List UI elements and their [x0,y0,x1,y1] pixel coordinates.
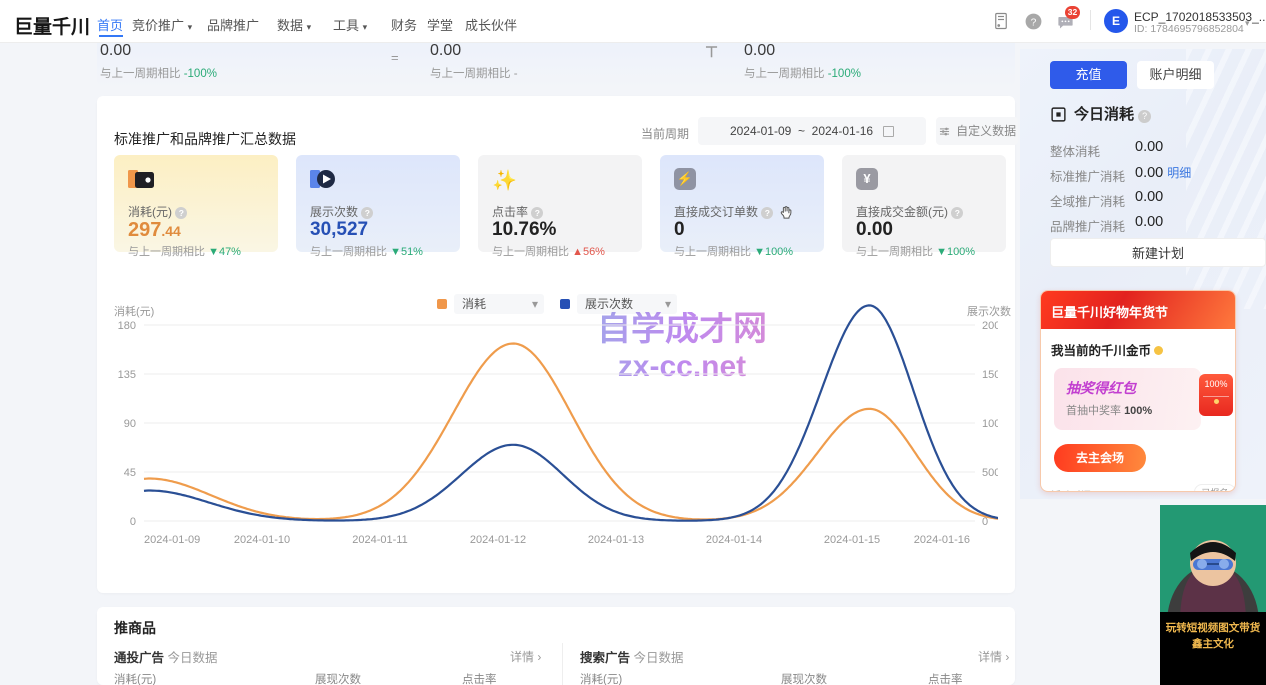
svg-text:2024-01-16: 2024-01-16 [914,534,970,546]
svg-text:2024-01-14: 2024-01-14 [706,534,762,546]
svg-text:180: 180 [118,320,136,332]
svg-text:10000: 10000 [982,418,998,430]
svg-text:2024-01-12: 2024-01-12 [470,534,526,546]
svg-text:15000: 15000 [982,369,998,381]
svg-text:20000: 20000 [982,320,998,332]
svg-text:2024-01-10: 2024-01-10 [234,534,290,546]
svg-text:?: ? [1031,17,1037,28]
svg-text:2024-01-15: 2024-01-15 [824,534,880,546]
svg-text:2024-01-13: 2024-01-13 [588,534,644,546]
svg-text:45: 45 [124,467,136,479]
svg-text:0: 0 [130,516,136,528]
svg-text:2024-01-11: 2024-01-11 [352,534,407,546]
svg-text:2024-01-09: 2024-01-09 [144,534,200,546]
svg-text:135: 135 [118,369,136,381]
svg-text:90: 90 [124,418,136,430]
